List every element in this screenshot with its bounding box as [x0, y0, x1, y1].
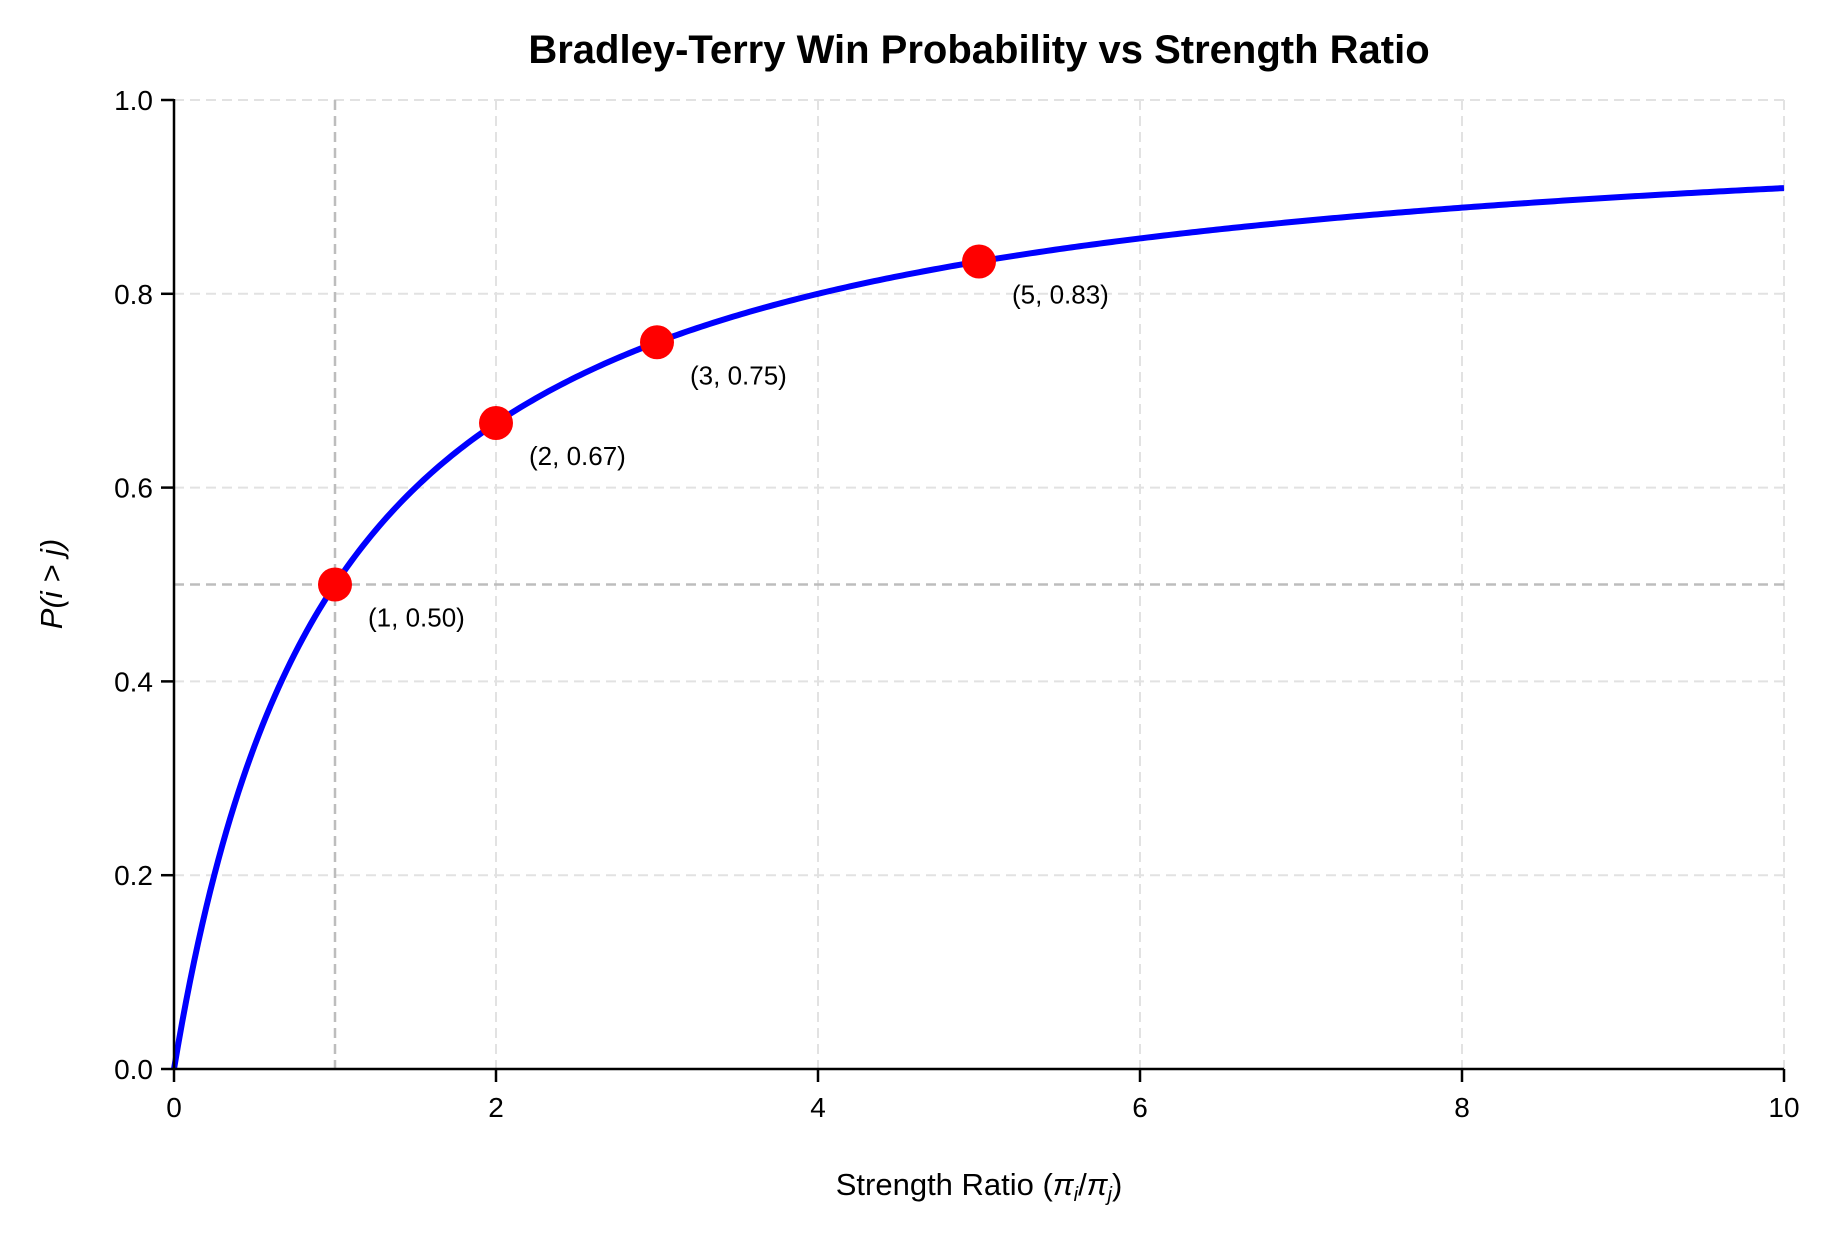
- y-tick-label: 0.2: [114, 860, 153, 891]
- y-axis-label: P(i > j): [34, 539, 69, 629]
- x-axis-label: Strength Ratio (πi/πj): [836, 1167, 1123, 1206]
- data-point-annotation: (2, 0.67): [529, 441, 626, 471]
- data-point-marker: [479, 406, 513, 440]
- x-tick-label: 6: [1132, 1092, 1148, 1123]
- x-tick-label: 8: [1454, 1092, 1470, 1123]
- y-tick-label: 1.0: [114, 85, 153, 116]
- data-point-annotation: (1, 0.50): [368, 603, 465, 633]
- y-tick-label: 0.8: [114, 279, 153, 310]
- highlighted-points: (1, 0.50) (2, 0.67) (3, 0.75) (5, 0.83): [318, 244, 1109, 633]
- data-point-annotation: (5, 0.83): [1012, 280, 1109, 310]
- y-tick-label: 0.6: [114, 473, 153, 504]
- x-axis-ticks: 0 2 4 6 8 10: [166, 1069, 1800, 1123]
- x-tick-label: 10: [1768, 1092, 1799, 1123]
- y-tick-label: 0.4: [114, 666, 153, 697]
- data-point-annotation: (3, 0.75): [690, 360, 787, 390]
- y-axis-ticks: 0.0 0.2 0.4 0.6 0.8 1.0: [114, 85, 174, 1085]
- chart-title: Bradley-Terry Win Probability vs Strengt…: [528, 28, 1429, 72]
- x-tick-label: 0: [166, 1092, 182, 1123]
- y-tick-label: 0.0: [114, 1054, 153, 1085]
- x-tick-label: 2: [488, 1092, 504, 1123]
- x-tick-label: 4: [810, 1092, 826, 1123]
- data-point-marker: [640, 325, 674, 360]
- data-point-marker: [962, 244, 996, 279]
- data-point-marker: [318, 567, 352, 602]
